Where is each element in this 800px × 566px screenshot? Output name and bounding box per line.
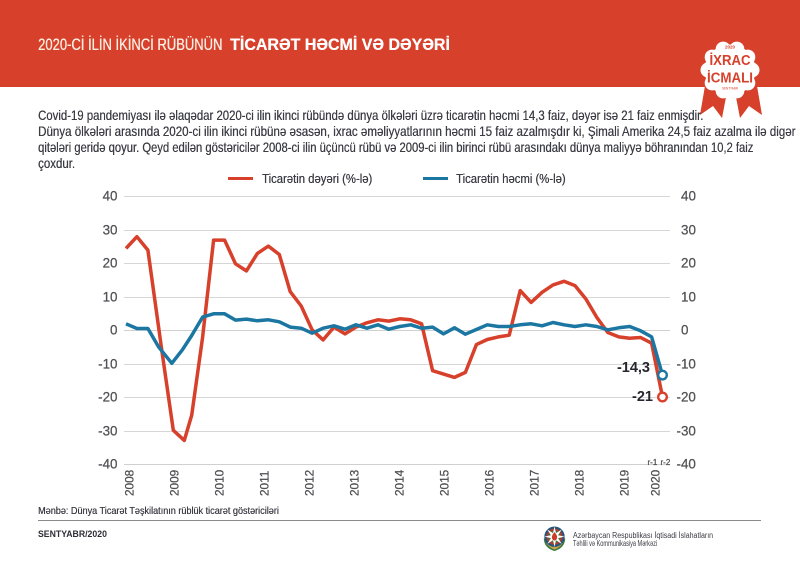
svg-text:-14,3: -14,3 bbox=[617, 360, 650, 376]
svg-text:2008: 2008 bbox=[123, 469, 137, 496]
svg-text:2020: 2020 bbox=[725, 45, 735, 50]
svg-text:2018: 2018 bbox=[573, 469, 587, 496]
svg-text:-21: -21 bbox=[632, 389, 653, 405]
svg-text:30: 30 bbox=[103, 223, 118, 238]
svg-text:0: 0 bbox=[681, 323, 688, 338]
svg-text:İXRAC: İXRAC bbox=[710, 52, 751, 69]
svg-text:30: 30 bbox=[681, 223, 696, 238]
svg-text:-10: -10 bbox=[677, 357, 696, 372]
svg-text:2020: 2020 bbox=[649, 469, 663, 496]
svg-text:r-2: r-2 bbox=[661, 458, 671, 467]
svg-text:-20: -20 bbox=[98, 390, 117, 405]
svg-text:2011: 2011 bbox=[258, 471, 272, 496]
svg-text:2015: 2015 bbox=[438, 469, 452, 496]
svg-text:r-1: r-1 bbox=[648, 458, 658, 467]
svg-text:2013: 2013 bbox=[348, 469, 362, 496]
svg-text:10: 10 bbox=[103, 290, 118, 305]
svg-text:40: 40 bbox=[103, 189, 118, 204]
svg-text:SENTYABR: SENTYABR bbox=[722, 86, 738, 91]
svg-text:2019: 2019 bbox=[618, 470, 632, 496]
svg-text:-20: -20 bbox=[677, 390, 696, 405]
svg-text:-40: -40 bbox=[98, 457, 117, 472]
svg-text:2016: 2016 bbox=[483, 469, 497, 496]
svg-text:İCMALI: İCMALI bbox=[707, 70, 753, 87]
svg-text:10: 10 bbox=[681, 290, 696, 305]
svg-text:2010: 2010 bbox=[213, 469, 227, 496]
svg-text:20: 20 bbox=[103, 256, 118, 271]
svg-text:2009: 2009 bbox=[168, 470, 182, 496]
svg-text:40: 40 bbox=[681, 189, 696, 204]
svg-text:20: 20 bbox=[681, 256, 696, 271]
svg-text:2014: 2014 bbox=[393, 469, 407, 496]
svg-text:-30: -30 bbox=[98, 424, 117, 439]
svg-text:-30: -30 bbox=[677, 424, 696, 439]
svg-text:-40: -40 bbox=[677, 457, 696, 472]
svg-text:0: 0 bbox=[110, 323, 117, 338]
svg-text:2012: 2012 bbox=[303, 470, 317, 496]
svg-text:2017: 2017 bbox=[528, 470, 542, 496]
svg-text:-10: -10 bbox=[98, 357, 117, 372]
